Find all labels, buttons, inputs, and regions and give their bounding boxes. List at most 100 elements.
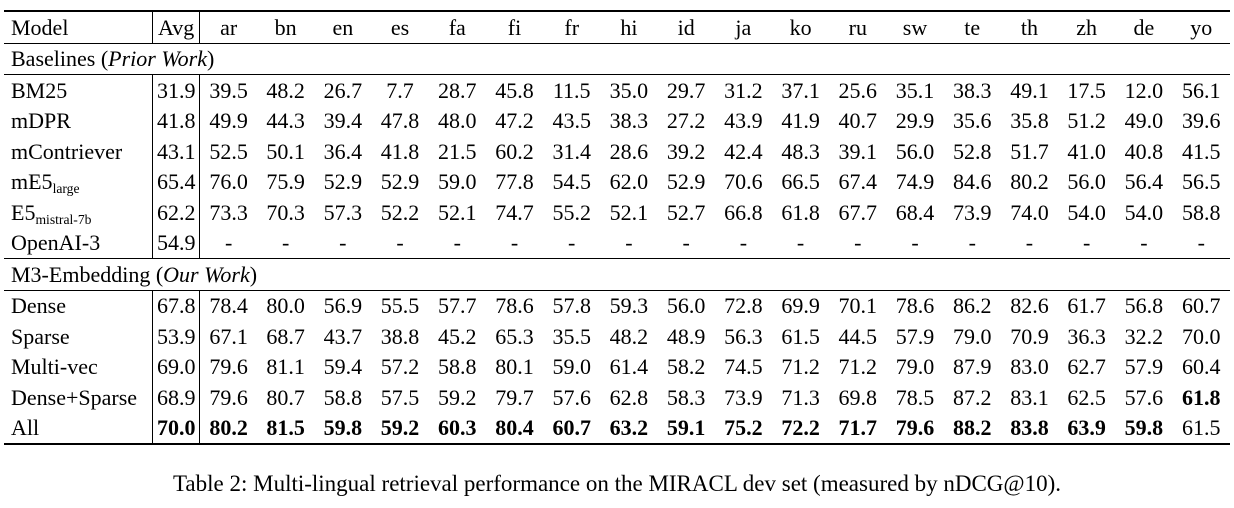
metric-cell-hi: 48.2 (609, 323, 649, 349)
metric-cell-yo: 60.4 (1182, 354, 1221, 380)
metric-cell-de: 40.8 (1124, 138, 1164, 164)
metric-cell-ko: 61.5 (781, 323, 820, 349)
metric-cell-zh: 41.0 (1067, 138, 1106, 164)
metric-cell-yo: 41.5 (1182, 138, 1221, 164)
metric-cell-te: 88.2 (952, 415, 992, 441)
metric-cell-yo: 56.5 (1182, 169, 1221, 195)
metric-cell-bn: 80.7 (266, 384, 305, 410)
metric-cell-sw: - (911, 230, 919, 256)
metric-cell-fi: 80.4 (495, 415, 534, 441)
metric-cell-ru: 70.1 (838, 293, 878, 319)
column-header-avg: Avg (152, 11, 201, 43)
metric-cell-yo: 58.8 (1182, 199, 1221, 225)
metric-cell-hi: - (625, 230, 633, 256)
metric-cell-avg: 43.1 (152, 136, 201, 167)
metric-cell-fr: - (568, 230, 576, 256)
metric-cell-th: 83.1 (1010, 384, 1049, 410)
metric-cell-fa: 58.8 (438, 354, 477, 380)
metric-cell-bn: 70.3 (266, 199, 305, 225)
metric-cell-ar: 76.0 (209, 169, 248, 195)
metric-cell-bn: 81.1 (266, 354, 305, 380)
metric-cell-hi: 62.8 (609, 384, 649, 410)
metric-cell-de: 32.2 (1124, 323, 1164, 349)
metric-cell-th: 49.1 (1010, 77, 1049, 103)
table-row: mDPR 41.8 49.9 44.3 39.4 47.8 48.0 47.2 43.5 38.3… (4, 105, 1230, 136)
metric-cell-zh: 36.3 (1067, 323, 1106, 349)
metric-cell-zh: - (1083, 230, 1091, 256)
metric-cell-ar: 79.6 (209, 354, 248, 380)
metric-cell-hi: 62.0 (609, 169, 649, 195)
metric-cell-ja: 75.2 (724, 415, 763, 441)
metric-cell-ar: - (224, 230, 233, 256)
metric-cell-ru: 71.2 (838, 354, 878, 380)
table-caption: Table 2: Multi-lingual retrieval perform… (172, 471, 1061, 496)
metric-cell-en: 59.4 (323, 354, 363, 380)
metric-cell-ja: 74.5 (724, 354, 763, 380)
metric-cell-ar: 52.5 (209, 138, 248, 164)
column-header-en: en (332, 14, 354, 40)
metric-cell-ko: 66.5 (781, 169, 820, 195)
section-header-label: Baselines (Prior Work) (11, 46, 215, 72)
metric-cell-ru: 44.5 (838, 323, 878, 349)
metric-cell-en: 58.8 (323, 384, 363, 410)
metric-cell-fa: - (453, 230, 461, 256)
column-header-bn: bn (274, 14, 297, 40)
metric-cell-yo: 56.1 (1182, 77, 1221, 103)
metric-cell-sw: 56.0 (895, 138, 935, 164)
metric-cell-id: 29.7 (666, 77, 706, 103)
metric-cell-te: 35.6 (952, 108, 992, 134)
metric-cell-th: - (1025, 230, 1034, 256)
column-header-th: th (1020, 14, 1039, 40)
metric-cell-ko: - (796, 230, 805, 256)
metric-cell-th: 82.6 (1010, 293, 1049, 319)
column-header-fr: fr (564, 14, 580, 40)
table-row: mE5large 65.4 76.0 75.9 52.9 52.9 59.0 77.8 54.5… (4, 166, 1230, 197)
metric-cell-id: 52.7 (666, 199, 706, 225)
metric-cell-en: 59.8 (323, 415, 363, 441)
table-row: Multi-vec 69.0 79.6 81.1 59.4 57.2 58.8 80.1 59.… (4, 351, 1230, 382)
metric-cell-de: 56.4 (1124, 169, 1164, 195)
metric-cell-te: - (968, 230, 976, 256)
metric-cell-es: 57.2 (380, 354, 420, 380)
metric-cell-fi: 65.3 (495, 323, 534, 349)
metric-cell-th: 51.7 (1010, 138, 1049, 164)
metric-cell-fr: 59.0 (552, 354, 591, 380)
metric-cell-avg: 53.9 (152, 321, 201, 352)
metric-cell-zh: 63.9 (1067, 415, 1106, 441)
metric-cell-zh: 62.7 (1067, 354, 1106, 380)
metric-cell-en: - (339, 230, 347, 256)
metric-cell-fa: 21.5 (438, 138, 477, 164)
metric-cell-yo: 60.7 (1182, 293, 1221, 319)
metric-cell-ko: 72.2 (781, 415, 820, 441)
metric-cell-es: 41.8 (380, 138, 420, 164)
metric-cell-hi: 61.4 (609, 354, 649, 380)
metric-cell-es: - (396, 230, 404, 256)
metric-cell-te: 86.2 (952, 293, 992, 319)
metric-cell-fa: 28.7 (438, 77, 477, 103)
metric-cell-yo: 39.6 (1182, 108, 1221, 134)
metric-cell-te: 79.0 (952, 323, 992, 349)
metric-cell-yo: 61.5 (1182, 415, 1221, 441)
metric-cell-es: 7.7 (386, 77, 414, 103)
metric-cell-fa: 48.0 (438, 108, 477, 134)
metric-cell-de: 54.0 (1124, 199, 1164, 225)
column-header-ru: ru (848, 14, 867, 40)
metric-cell-en: 57.3 (323, 199, 363, 225)
metric-cell-en: 52.9 (323, 169, 363, 195)
metric-cell-ar: 80.2 (209, 415, 248, 441)
table-row: Dense 67.8 78.4 80.0 56.9 55.5 57.7 78.6 57.8 59.… (4, 290, 1230, 321)
metric-cell-sw: 35.1 (895, 77, 935, 103)
column-header-ja: ja (735, 14, 752, 40)
metric-cell-th: 83.0 (1010, 354, 1049, 380)
metric-cell-id: - (682, 230, 690, 256)
metric-cell-ja: 56.3 (724, 323, 763, 349)
metric-cell-id: 58.3 (666, 384, 706, 410)
metric-cell-es: 52.2 (380, 199, 420, 225)
column-header-es: es (390, 14, 410, 40)
column-header-de: de (1133, 14, 1155, 40)
metric-cell-ru: 39.1 (838, 138, 878, 164)
column-header-yo: yo (1190, 14, 1213, 40)
table-row: Dense+Sparse 68.9 79.6 80.7 58.8 57.5 59.2 79.7… (4, 382, 1230, 413)
metric-cell-bn: 81.5 (266, 415, 305, 441)
metric-cell-zh: 51.2 (1067, 108, 1106, 134)
